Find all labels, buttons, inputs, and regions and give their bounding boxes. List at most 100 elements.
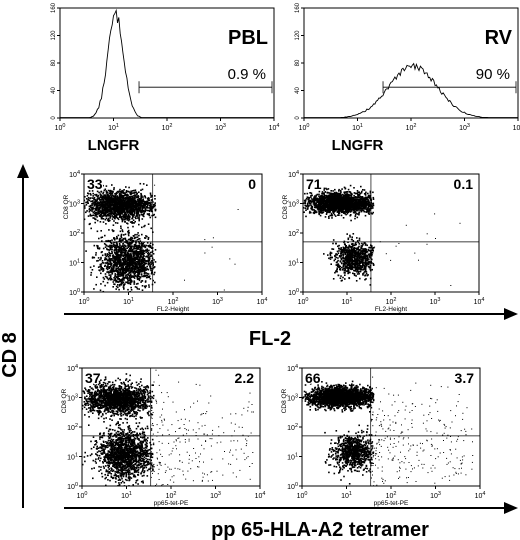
event-dot bbox=[80, 193, 82, 195]
event-dot bbox=[120, 249, 123, 251]
event-dot bbox=[107, 211, 109, 214]
event-dot bbox=[119, 264, 122, 267]
event-dot bbox=[111, 263, 113, 265]
event-dot bbox=[112, 197, 114, 200]
event-dot bbox=[108, 251, 110, 254]
event-dot bbox=[134, 203, 137, 206]
event-dot bbox=[120, 195, 122, 198]
event-dot bbox=[103, 196, 106, 199]
event-dot bbox=[113, 277, 115, 279]
event-dot bbox=[94, 193, 96, 196]
event-dot bbox=[315, 204, 317, 207]
event-dot bbox=[94, 203, 96, 206]
event-dot bbox=[133, 281, 136, 283]
event-dot bbox=[146, 197, 149, 200]
event-dot bbox=[94, 214, 96, 217]
event-dot bbox=[353, 208, 356, 210]
event-dot bbox=[109, 210, 112, 213]
event-dot bbox=[140, 259, 142, 261]
event-dot bbox=[117, 277, 119, 280]
event-dot bbox=[121, 268, 123, 270]
event-dot bbox=[125, 217, 127, 220]
event-dot bbox=[318, 196, 321, 199]
event-dot bbox=[108, 208, 110, 211]
event-dot bbox=[123, 288, 125, 290]
event-dot bbox=[130, 270, 133, 273]
event-dot bbox=[135, 205, 138, 208]
event-dot bbox=[108, 267, 111, 270]
event-dot bbox=[119, 244, 121, 246]
event-dot bbox=[101, 198, 103, 200]
event-dot bbox=[104, 209, 106, 211]
event-dot bbox=[134, 189, 137, 191]
event-dot bbox=[126, 259, 129, 262]
event-dot bbox=[142, 209, 144, 212]
event-dot bbox=[357, 197, 359, 199]
event-dot bbox=[150, 206, 153, 208]
event-dot bbox=[112, 286, 114, 288]
event-dot bbox=[115, 248, 118, 250]
event-dot bbox=[120, 225, 122, 228]
event-dot bbox=[107, 213, 110, 216]
event-dot bbox=[300, 196, 302, 198]
event-dot bbox=[120, 262, 122, 264]
event-dot bbox=[316, 206, 319, 209]
event-dot bbox=[111, 229, 114, 231]
event-dot bbox=[120, 274, 123, 277]
event-dot bbox=[125, 249, 127, 252]
event-dot bbox=[140, 199, 142, 202]
event-dot bbox=[98, 208, 101, 211]
event-dot bbox=[143, 204, 146, 206]
event-dot bbox=[102, 262, 105, 264]
event-dot bbox=[120, 234, 123, 236]
event-dot bbox=[116, 259, 119, 261]
event-dot bbox=[96, 244, 98, 247]
event-dot bbox=[138, 279, 141, 282]
event-dot bbox=[104, 211, 106, 214]
event-dot bbox=[115, 265, 118, 267]
event-dot bbox=[110, 192, 112, 195]
event-dot bbox=[138, 266, 140, 269]
event-dot bbox=[353, 192, 356, 194]
event-dot bbox=[87, 197, 90, 199]
event-dot bbox=[136, 258, 139, 260]
event-dot bbox=[136, 288, 139, 290]
event-dot bbox=[154, 261, 157, 263]
event-dot bbox=[146, 235, 148, 238]
event-dot bbox=[145, 209, 147, 211]
event-dot bbox=[153, 266, 155, 269]
event-dot bbox=[123, 287, 125, 289]
event-dot bbox=[147, 236, 150, 239]
event-dot bbox=[140, 249, 143, 251]
event-dot bbox=[138, 234, 140, 237]
event-dot bbox=[112, 268, 115, 270]
event-dot bbox=[149, 216, 152, 219]
event-dot bbox=[114, 207, 117, 210]
event-dot bbox=[127, 234, 130, 237]
event-dot bbox=[109, 204, 111, 206]
event-dot bbox=[127, 244, 130, 246]
event-dot bbox=[301, 210, 303, 212]
event-dot bbox=[326, 195, 328, 198]
event-dot bbox=[104, 254, 107, 256]
event-dot bbox=[113, 279, 115, 281]
event-dot bbox=[133, 211, 136, 213]
panel-title: RV bbox=[485, 27, 513, 49]
event-dot bbox=[91, 269, 94, 271]
event-dot bbox=[134, 270, 136, 273]
event-dot bbox=[143, 252, 146, 255]
event-dot bbox=[114, 273, 117, 275]
y-tick-label: 0 bbox=[51, 116, 57, 120]
event-dot bbox=[109, 246, 111, 249]
event-dot bbox=[150, 254, 152, 256]
event-dot bbox=[116, 253, 119, 255]
event-dot bbox=[108, 198, 110, 200]
event-dot bbox=[357, 199, 359, 201]
event-dot bbox=[125, 190, 128, 192]
event-dot bbox=[142, 263, 144, 266]
event-dot bbox=[119, 195, 121, 197]
event-dot bbox=[126, 202, 129, 205]
event-dot bbox=[121, 200, 123, 203]
event-dot bbox=[147, 202, 149, 205]
event-dot bbox=[130, 245, 132, 248]
